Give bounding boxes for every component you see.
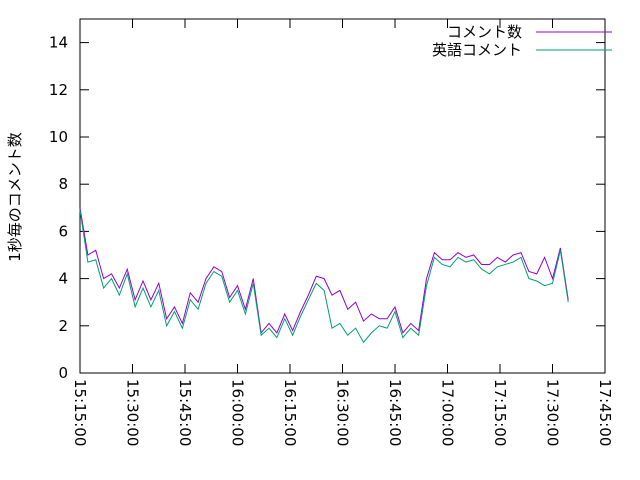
x-tick-label: 15:45:00	[176, 379, 194, 446]
x-tick-label: 16:30:00	[334, 379, 352, 446]
y-tick-label: 14	[49, 34, 68, 52]
x-tick-label: 15:30:00	[124, 379, 142, 446]
series-line	[79, 207, 569, 335]
y-tick-label: 2	[58, 317, 68, 335]
x-tick-label: 17:45:00	[596, 379, 614, 446]
y-tick-label: 10	[49, 128, 68, 146]
y-tick-label: 8	[58, 175, 68, 193]
y-tick-label: 4	[58, 270, 68, 288]
x-tick-label: 16:15:00	[281, 379, 299, 446]
y-tick-label: 0	[58, 364, 68, 382]
x-tick-label: 15:15:00	[71, 379, 89, 446]
plot-border	[79, 18, 606, 374]
legend-label: 英語コメント	[432, 41, 522, 59]
x-tick-label: 16:45:00	[386, 379, 404, 446]
y-tick-label: 12	[49, 81, 68, 99]
y-tick-label: 6	[58, 222, 68, 240]
x-tick-label: 16:00:00	[229, 379, 247, 446]
y-axis-label: 1秒毎のコメント数	[6, 132, 24, 262]
x-tick-label: 17:30:00	[544, 379, 562, 446]
legend-label: コメント数	[447, 23, 522, 41]
x-tick-label: 17:15:00	[491, 379, 509, 446]
series-line	[79, 210, 569, 344]
x-tick-label: 17:00:00	[439, 379, 457, 446]
